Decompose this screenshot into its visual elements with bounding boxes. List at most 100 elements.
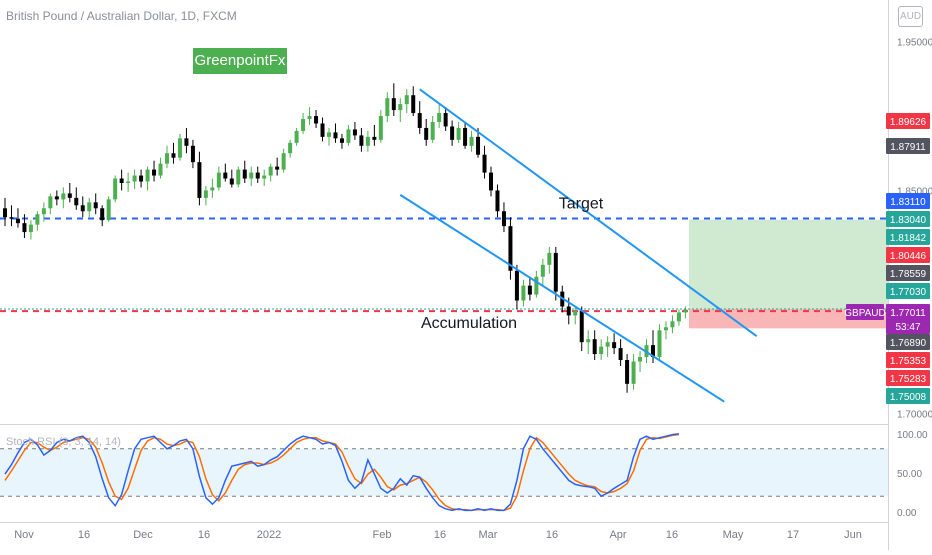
price-label-bg [886, 138, 930, 154]
candle-body [61, 193, 66, 200]
candle-body [663, 327, 668, 331]
stoch-y-tick: 0.00 [897, 508, 917, 519]
candle-body [547, 252, 552, 265]
candle [255, 166, 260, 183]
stoch-y-tick: 100.00 [897, 430, 928, 441]
candle [139, 169, 144, 188]
candle-body [262, 175, 267, 179]
candle [651, 330, 655, 364]
price-label-bg [886, 211, 930, 227]
x-tick-label: 16 [198, 529, 210, 541]
candle-body [365, 136, 370, 146]
candle-body [599, 346, 604, 355]
price-label: 1.83110 [886, 193, 930, 209]
candle [631, 354, 636, 390]
candle-body [35, 214, 40, 225]
candle-body [9, 217, 14, 219]
candle [437, 104, 442, 128]
candle [171, 142, 176, 164]
candle-body [443, 113, 448, 127]
currency-badge[interactable]: AUD [898, 6, 923, 27]
price-label-countdown: 53:47 [895, 322, 920, 333]
candle [352, 121, 357, 140]
candle [469, 130, 474, 152]
candle-body [54, 196, 59, 200]
candle-body [255, 172, 260, 179]
candle [417, 101, 422, 134]
price-label: 1.75283 [886, 370, 930, 386]
x-tick-label: Nov [14, 529, 34, 541]
price-label: 1.76890 [886, 334, 930, 350]
candle-body [385, 98, 390, 117]
candle [184, 127, 189, 154]
candle [573, 306, 578, 325]
price-label: 1.77030 [886, 283, 930, 299]
price-label-bg [886, 334, 930, 350]
candle [113, 175, 118, 203]
candle-body [670, 321, 675, 328]
candle [301, 113, 306, 134]
candle [281, 148, 286, 173]
candle [618, 339, 623, 366]
candle [48, 193, 53, 215]
channel-lower-line[interactable] [399, 194, 725, 403]
candle [106, 196, 111, 222]
candle-body [514, 270, 519, 301]
candle [158, 157, 163, 179]
candle [586, 330, 591, 355]
price-label: 1.80446 [886, 247, 930, 263]
candle [268, 163, 273, 182]
price-label-value: 1.83040 [890, 215, 927, 226]
candle [307, 107, 312, 125]
candle [229, 169, 234, 188]
candle [190, 139, 195, 169]
candle-body [372, 136, 377, 140]
x-tick-label: 16 [434, 529, 446, 541]
candle [365, 130, 370, 152]
x-tick-label: 16 [546, 529, 558, 541]
candle-body [275, 166, 280, 170]
candle [683, 306, 688, 319]
candle-body [93, 202, 98, 209]
candle-body [404, 95, 409, 105]
price-label: 1.89626 [886, 113, 930, 129]
candle-body [41, 208, 46, 215]
candle-body [527, 285, 532, 295]
candle [197, 151, 202, 206]
candle [599, 339, 604, 361]
x-tick-label: 16 [78, 529, 90, 541]
candle [398, 98, 403, 122]
candle-body [534, 276, 539, 295]
candle [547, 246, 552, 274]
candle-body [74, 197, 79, 206]
price-label-bg [886, 247, 930, 263]
candle [61, 187, 66, 209]
candle-body [417, 113, 422, 128]
x-tick-label: Mar [479, 529, 498, 541]
candle-body [190, 145, 195, 163]
candle-body [553, 252, 558, 292]
candle-body [171, 153, 176, 158]
price-label-value: 1.76890 [890, 338, 927, 349]
candle-body [683, 309, 688, 313]
candle [625, 354, 630, 393]
candle [22, 214, 27, 239]
candle [320, 117, 325, 142]
candle-body [249, 172, 254, 179]
candle-body [184, 138, 189, 146]
candle [67, 182, 72, 203]
candle [605, 336, 610, 358]
candle [210, 178, 215, 198]
candle [612, 333, 617, 355]
candle [35, 211, 40, 231]
candle-body [346, 129, 351, 143]
candle-body [152, 169, 157, 176]
y-tick-label: 1.70000 [897, 410, 932, 421]
price-label-value: 1.87911 [890, 142, 926, 153]
candle-body [618, 348, 623, 361]
x-tick-label: Feb [373, 529, 392, 541]
channel-upper-line[interactable] [419, 88, 758, 338]
candle [385, 92, 390, 122]
candle [333, 123, 338, 143]
candle-body [540, 264, 545, 277]
